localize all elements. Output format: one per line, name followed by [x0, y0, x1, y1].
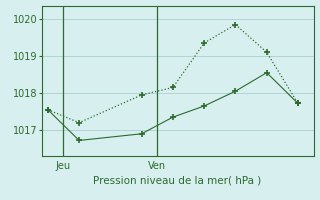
X-axis label: Pression niveau de la mer( hPa ): Pression niveau de la mer( hPa ) — [93, 175, 262, 185]
